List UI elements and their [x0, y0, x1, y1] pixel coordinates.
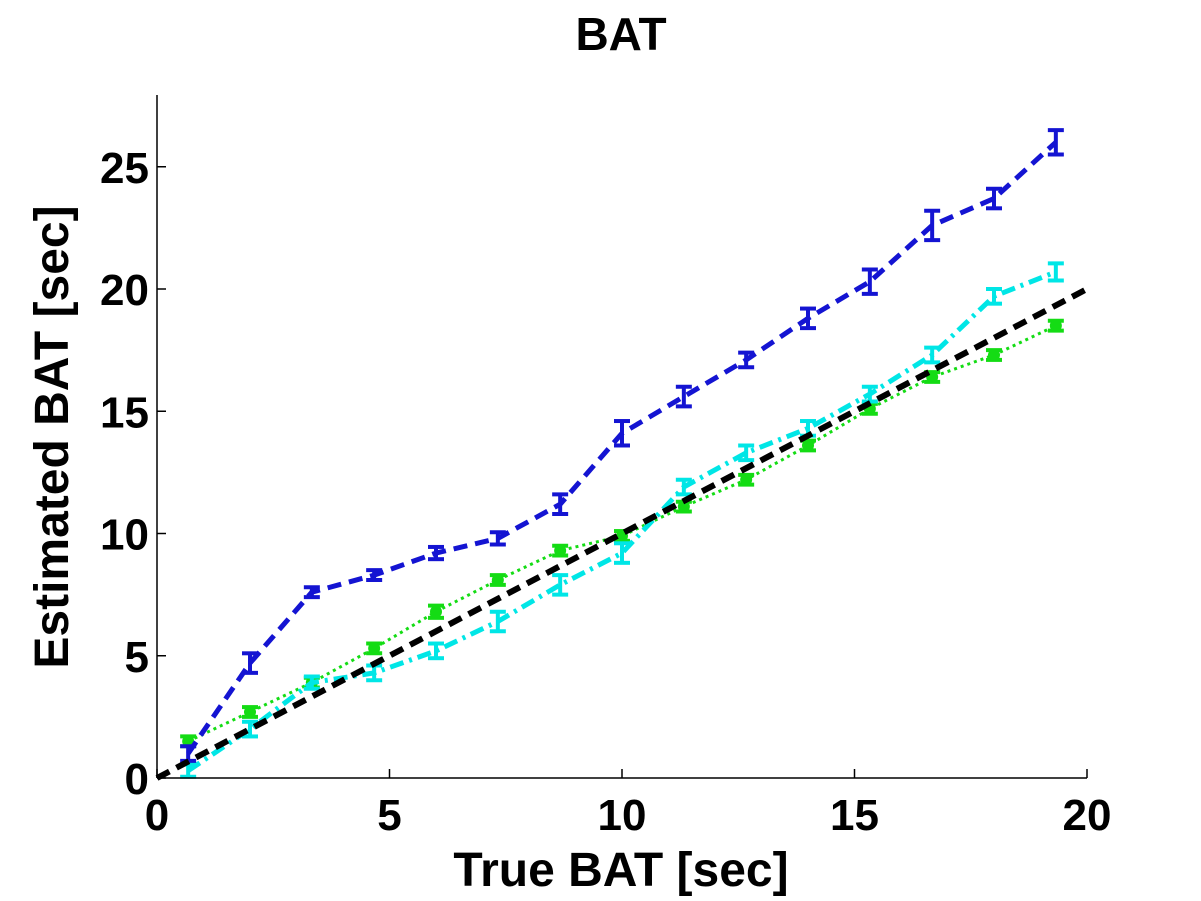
x-axis-label: True BAT [sec] [453, 844, 788, 897]
series-2-point [1047, 318, 1064, 333]
data-marker [368, 642, 381, 655]
data-marker [802, 439, 814, 452]
x-tick-label: 5 [377, 791, 401, 840]
series-0-point [242, 651, 258, 675]
series-1-point [924, 345, 941, 365]
data-marker [988, 349, 1000, 362]
series-2-point [738, 472, 755, 487]
series-1-point [242, 719, 258, 739]
series-1-point [428, 641, 444, 661]
series-2-point [428, 603, 444, 620]
data-marker [430, 605, 442, 618]
series-2-line [187, 324, 1057, 743]
y-tick-label: 25 [100, 144, 149, 193]
series-0-point [986, 186, 1002, 211]
y-tick-label: 20 [100, 266, 149, 315]
series-1-point [675, 477, 692, 497]
y-tick-label: 15 [100, 388, 149, 437]
series-1-point [861, 384, 878, 404]
series-0-point [1047, 128, 1064, 157]
series-2-point [489, 573, 506, 587]
x-tick-label: 15 [830, 791, 879, 840]
series-0-point [924, 208, 941, 243]
data-marker [740, 473, 753, 486]
series-1-point [614, 541, 630, 565]
series-0-point [303, 585, 320, 600]
data-marker [677, 500, 690, 513]
series-2-point [242, 705, 258, 719]
chart-title: BAT [575, 8, 666, 60]
series-0-point [366, 568, 383, 582]
series-0-point [428, 544, 444, 562]
series-0-line [186, 140, 1058, 755]
series-0-point [614, 419, 630, 448]
data-marker [554, 544, 567, 557]
series-0-point [738, 350, 755, 370]
series-1-point [489, 609, 506, 634]
series-1-point [303, 674, 320, 691]
series-2-point [366, 641, 383, 656]
y-tick-label: 10 [100, 511, 149, 560]
series-2-point [552, 543, 569, 558]
y-tick-label: 0 [125, 755, 149, 804]
x-tick-label: 10 [598, 791, 647, 840]
series-1-point [552, 573, 569, 597]
series-0-point [489, 530, 506, 547]
series-0 [180, 128, 1064, 763]
series-2-point [986, 348, 1002, 362]
axes: 0 5 10 15 20 0 5 10 15 20 25 [100, 95, 1111, 840]
data-marker [491, 573, 504, 586]
series-1-point [1047, 261, 1064, 283]
x-tick-label: 0 [145, 791, 169, 840]
series-1-point [986, 287, 1002, 306]
data-marker [1049, 319, 1062, 332]
plot-area [155, 128, 1089, 781]
series-0-point [552, 492, 569, 516]
x-tick-label: 20 [1063, 791, 1112, 840]
series-0-point [861, 267, 878, 296]
series-0-point [800, 306, 816, 331]
series-1-point [738, 443, 755, 463]
series-0-point [675, 384, 692, 409]
data-marker [244, 705, 256, 718]
y-axis-label: Estimated BAT [sec] [26, 205, 79, 668]
y-tick-label: 5 [125, 633, 149, 682]
series-1 [180, 261, 1064, 779]
